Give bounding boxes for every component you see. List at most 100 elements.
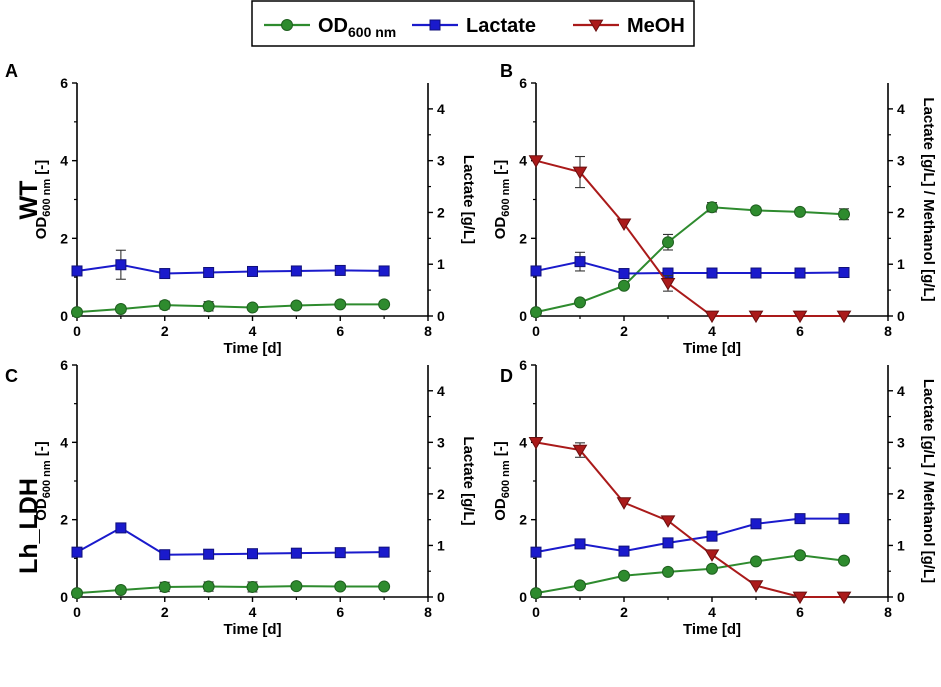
- y-tick-label-right: 3: [897, 434, 905, 450]
- series-meoh: [528, 155, 852, 324]
- x-tick-label: 0: [532, 604, 540, 620]
- x-tick-label: 0: [532, 323, 540, 339]
- y-tick-label-left: 2: [60, 230, 68, 246]
- data-point-od: [290, 299, 303, 312]
- y-tick-label-right: 4: [437, 383, 445, 399]
- x-tick-label: 0: [73, 604, 81, 620]
- y-tick-label-left: 4: [519, 153, 527, 169]
- y-tick-label-right: 2: [897, 486, 905, 502]
- data-point-lac: [159, 549, 171, 561]
- y-tick-label-left: 6: [60, 75, 68, 91]
- x-axis-label: Time [d]: [683, 340, 741, 357]
- data-point-lac: [203, 548, 215, 560]
- y-axis-label-part: 600 nm: [500, 179, 512, 217]
- data-point-od: [378, 580, 391, 593]
- row-label-wt: WT: [15, 181, 43, 220]
- data-point-od: [706, 201, 718, 214]
- y-tick-label-left: 6: [519, 357, 527, 373]
- data-point-od: [706, 562, 718, 575]
- series-line-od: [76, 585, 385, 595]
- legend-marker-meoh: [588, 19, 604, 33]
- data-point-lac: [574, 538, 586, 550]
- data-point-lac: [662, 537, 674, 549]
- y-axis-label-part: 600 nm: [500, 460, 512, 498]
- data-point-meoh: [792, 591, 808, 605]
- data-point-lac: [203, 267, 215, 279]
- y-tick-label-right: 4: [897, 383, 905, 399]
- data-point-od: [662, 565, 674, 578]
- legend-box: [251, 0, 695, 47]
- data-point-meoh: [836, 310, 852, 324]
- panel-letter-C: C: [5, 366, 18, 386]
- data-point-od: [750, 555, 762, 568]
- series-od: [530, 549, 850, 600]
- data-point-od: [574, 579, 586, 592]
- series-od: [71, 580, 391, 600]
- data-point-meoh: [704, 310, 720, 324]
- x-tick-label: 8: [424, 323, 432, 339]
- legend-label-main: MeOH: [627, 15, 685, 37]
- data-point-od: [114, 584, 127, 597]
- data-point-od: [202, 300, 215, 313]
- y-tick-label-right: 3: [437, 434, 445, 450]
- y-tick-label-left: 2: [519, 230, 527, 246]
- x-tick-label: 4: [249, 323, 257, 339]
- series-lac: [71, 249, 390, 280]
- data-point-od: [158, 580, 171, 593]
- legend-label-main: Lactate: [466, 15, 536, 37]
- series-meoh: [528, 436, 852, 605]
- legend-item-meoh: MeOH: [573, 15, 685, 37]
- x-tick-label: 8: [884, 323, 892, 339]
- legend-label-meoh: MeOH: [627, 15, 685, 37]
- row-label-lh-ldh: Lh_LDH: [15, 478, 43, 574]
- series-lac: [530, 513, 850, 558]
- data-point-meoh: [572, 444, 588, 458]
- y-axis-label-left: OD600 nm [-]: [33, 160, 53, 240]
- data-point-od: [794, 549, 806, 562]
- series-line-od: [535, 206, 845, 314]
- x-axis-label: Time [d]: [683, 621, 741, 638]
- data-point-lac: [290, 265, 302, 277]
- data-point-od: [794, 205, 806, 218]
- x-tick-label: 6: [336, 323, 344, 339]
- y-axis-label-left: OD600 nm [-]: [33, 441, 53, 521]
- x-tick-label: 2: [620, 323, 628, 339]
- y-tick-label-left: 0: [60, 589, 68, 605]
- x-axis-label: Time [d]: [223, 340, 281, 357]
- data-point-lac: [71, 546, 83, 558]
- data-point-od: [750, 204, 762, 217]
- y-tick-label-left: 0: [60, 308, 68, 324]
- series-line-od: [535, 554, 845, 595]
- y-tick-label-left: 2: [60, 512, 68, 528]
- data-point-lac: [838, 267, 850, 279]
- panel-letter-A: A: [5, 61, 18, 81]
- data-point-lac: [618, 268, 630, 280]
- data-point-od: [246, 580, 259, 593]
- data-point-meoh: [836, 591, 852, 605]
- data-point-meoh: [572, 166, 588, 180]
- y-tick-label-right: 1: [897, 537, 905, 553]
- series-line-od: [76, 303, 385, 314]
- y-axis-label-left: OD600 nm [-]: [492, 160, 512, 240]
- data-point-od: [71, 306, 83, 319]
- y-tick-label-right: 3: [897, 153, 905, 169]
- y-tick-label-right: 0: [897, 308, 905, 324]
- data-point-od: [290, 580, 303, 593]
- data-point-lac: [618, 545, 630, 557]
- data-point-lac: [290, 547, 302, 559]
- data-point-lac: [247, 265, 258, 277]
- x-tick-label: 8: [884, 604, 892, 620]
- data-point-meoh: [660, 515, 676, 528]
- y-axis-label-part: OD: [33, 217, 50, 240]
- x-tick-label: 4: [249, 604, 257, 620]
- data-point-meoh: [748, 310, 764, 324]
- data-point-lac: [706, 267, 718, 279]
- data-point-od: [574, 296, 586, 309]
- y-axis-label-part: OD: [492, 217, 509, 240]
- y-tick-label-left: 0: [519, 308, 527, 324]
- y-tick-label-left: 4: [60, 434, 68, 450]
- series-line-meoh: [535, 441, 844, 598]
- y-axis-label-right: Lactate [g/L] / Methanol [g/L]: [920, 379, 937, 583]
